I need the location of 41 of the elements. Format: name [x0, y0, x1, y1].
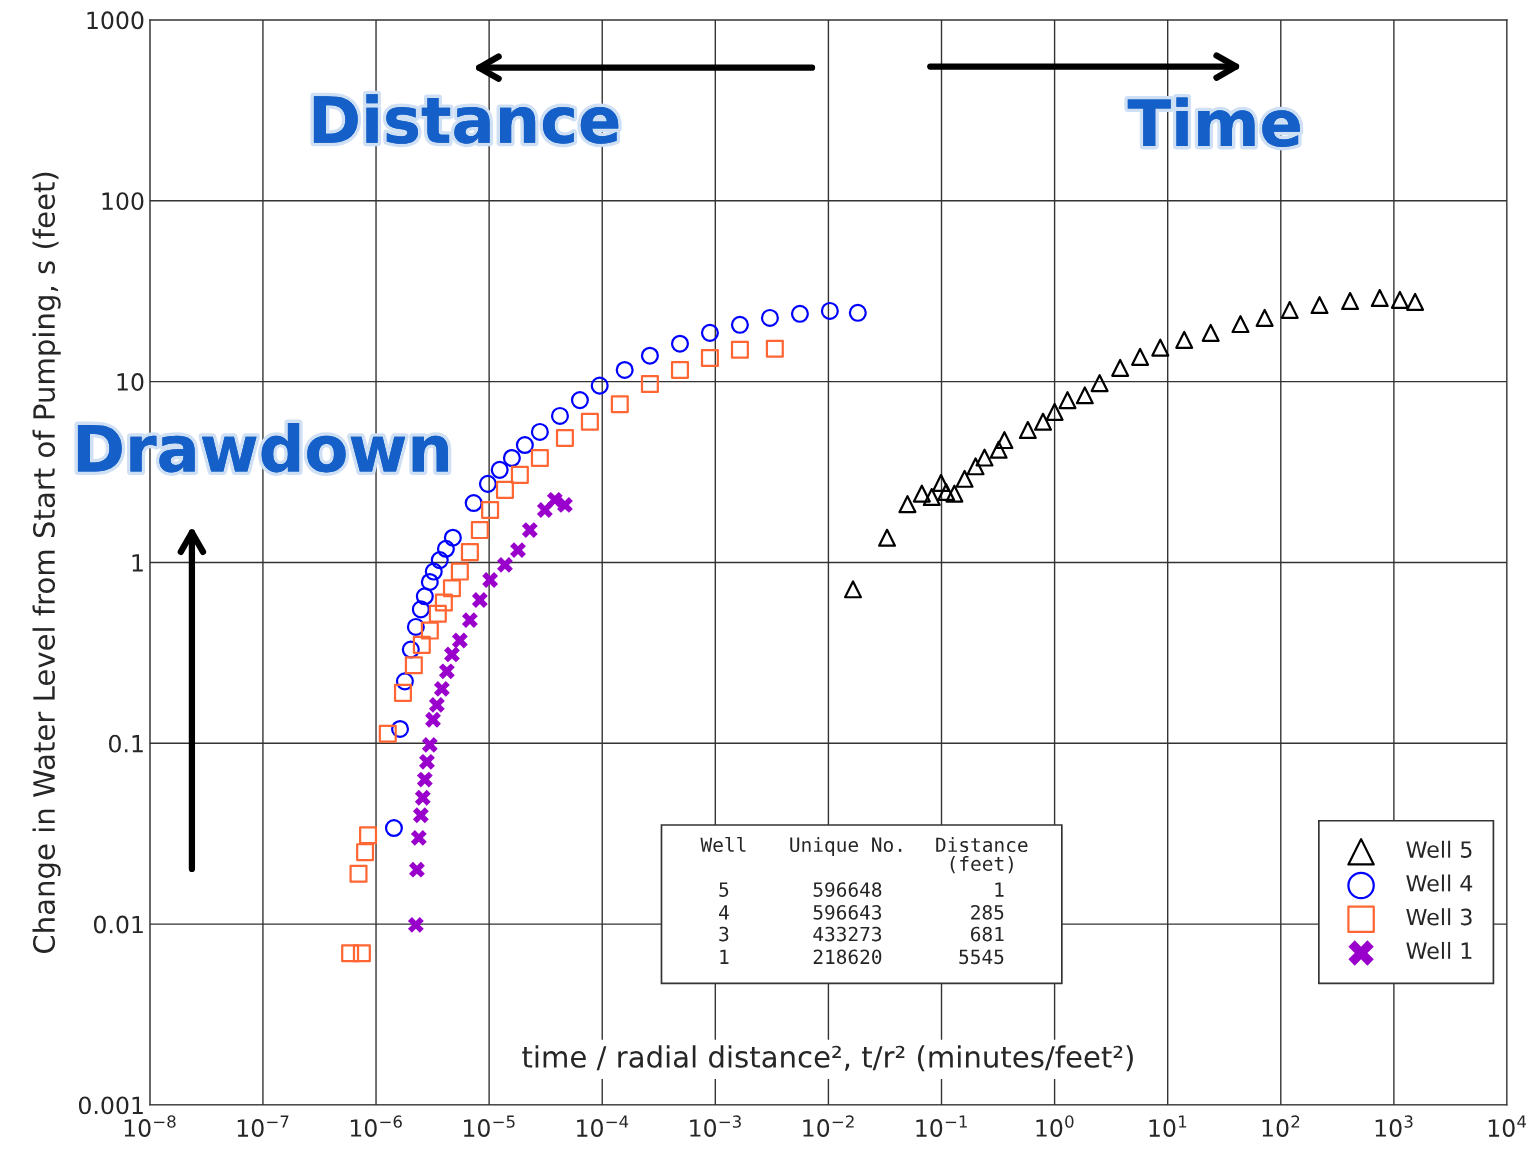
annotation: 596643	[813, 904, 882, 920]
y-tick-label: 0.01	[93, 915, 143, 934]
x-tick-label: 10$^{−7}$	[237, 1115, 289, 1137]
x-tick-label: 10$^{4}$	[1488, 1115, 1527, 1137]
y-tick-label: 100	[102, 192, 144, 211]
legend-label: Well 4	[1406, 874, 1473, 892]
annotation: 5	[719, 882, 729, 897]
x-tick-label: 10$^{−4}$	[577, 1115, 629, 1137]
y-tick-label: 0.1	[108, 734, 143, 753]
annotation: 4	[719, 905, 729, 920]
x-tick-label: 10$^{−8}$	[124, 1115, 176, 1137]
y-tick-label: 0.001	[78, 1096, 143, 1115]
x-tick-label: 10$^{3}$	[1375, 1115, 1413, 1137]
legend-label: Well 1	[1406, 941, 1472, 960]
x-tick-label: 10$^{1}$	[1149, 1115, 1187, 1137]
y-tick-label: 1	[132, 554, 143, 572]
x-tick-label: 10$^{0}$	[1036, 1115, 1074, 1137]
annotation: Well	[700, 836, 746, 853]
annotation: 596648	[813, 882, 882, 897]
annotation: 5545	[959, 949, 1004, 965]
x-tick-label: 10$^{2}$	[1262, 1115, 1300, 1137]
annotation: Distance (feet)	[936, 837, 1028, 874]
legend-label: Well 3	[1406, 908, 1472, 926]
annotation: 285	[971, 904, 1004, 920]
x-tick-label: 10$^{−1}$	[916, 1115, 967, 1137]
x-axis-title: time / radial distance², t/r² (minutes/feet²)	[522, 1045, 1133, 1072]
x-tick-label: 10$^{−2}$	[803, 1115, 854, 1137]
annotation: 433273	[813, 926, 882, 942]
annotation: 3	[719, 926, 729, 942]
x-tick-label: 10$^{−5}$	[463, 1115, 515, 1137]
annotation: 1	[720, 949, 729, 964]
y-axis-title: Change in Water Level from Start of Pumping, s (feet)	[32, 172, 61, 954]
y-tick-label: 10	[117, 373, 144, 391]
annotation: 1	[995, 882, 1004, 897]
x-tick-label: 10$^{−6}$	[350, 1115, 402, 1137]
y-tick-label: 1000	[87, 11, 144, 30]
annotation: 681	[970, 926, 1004, 942]
x-tick-label: 10$^{−3}$	[690, 1115, 741, 1137]
annotation: Unique No.	[790, 837, 902, 856]
legend-label: Well 5	[1406, 840, 1472, 858]
annotation: 218620	[813, 949, 882, 965]
